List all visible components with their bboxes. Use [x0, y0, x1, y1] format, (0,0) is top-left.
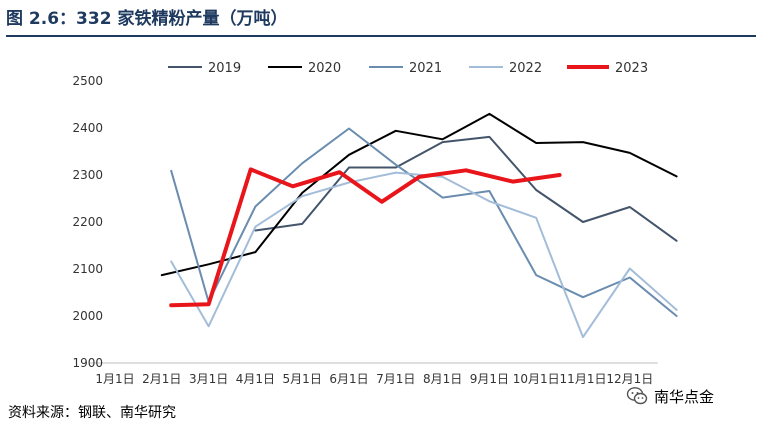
x-tick-label: 9月1日 [470, 372, 509, 386]
series-line-2023 [169, 167, 562, 308]
series-line-2022 [170, 171, 678, 339]
x-tick-label: 5月1日 [283, 372, 322, 386]
series-line-2019 [254, 135, 678, 242]
x-tick-label: 6月1日 [329, 372, 368, 386]
x-tick-label: 11月1日 [560, 372, 607, 386]
watermark-text: 南华点金 [654, 387, 715, 406]
y-tick-label: 1900 [72, 356, 103, 370]
series-line-2020 [160, 112, 678, 277]
y-tick-label: 2000 [72, 309, 103, 323]
legend-label-2020: 2020 [308, 61, 341, 76]
y-tick-label: 2500 [72, 74, 103, 88]
chart-title: 图 2.6：332 家铁精粉产量（万吨） [6, 9, 288, 29]
x-tick-label: 3月1日 [189, 372, 228, 386]
line-chart: 1900 2000 2100 2200 2300 2400 2500 1月1日 2月1日 3月1日… [72, 61, 678, 386]
legend-label-2021: 2021 [409, 61, 442, 76]
x-tick-label: 4月1日 [236, 372, 275, 386]
watermark: 南华点金 [626, 385, 714, 407]
series-line-2021 [170, 127, 678, 317]
source-note: 资料来源：钢联、南华研究 [8, 405, 176, 421]
y-tick-label: 2100 [72, 262, 103, 276]
legend-label-2023: 2023 [615, 61, 648, 76]
y-tick-label: 2300 [72, 168, 103, 182]
x-tick-label: 7月1日 [376, 372, 415, 386]
legend-label-2022: 2022 [509, 61, 542, 76]
x-tick-label: 12月1日 [606, 372, 653, 386]
x-tick-label: 10月1日 [513, 372, 560, 386]
y-tick-label: 2400 [72, 121, 103, 135]
wechat-icon [626, 387, 648, 405]
y-tick-label: 2200 [72, 215, 103, 229]
title-divider [6, 35, 756, 37]
x-tick-label: 1月1日 [95, 372, 134, 386]
legend-label-2019: 2019 [208, 61, 241, 76]
x-tick-label: 2月1日 [142, 372, 181, 386]
x-tick-label: 8月1日 [423, 372, 462, 386]
